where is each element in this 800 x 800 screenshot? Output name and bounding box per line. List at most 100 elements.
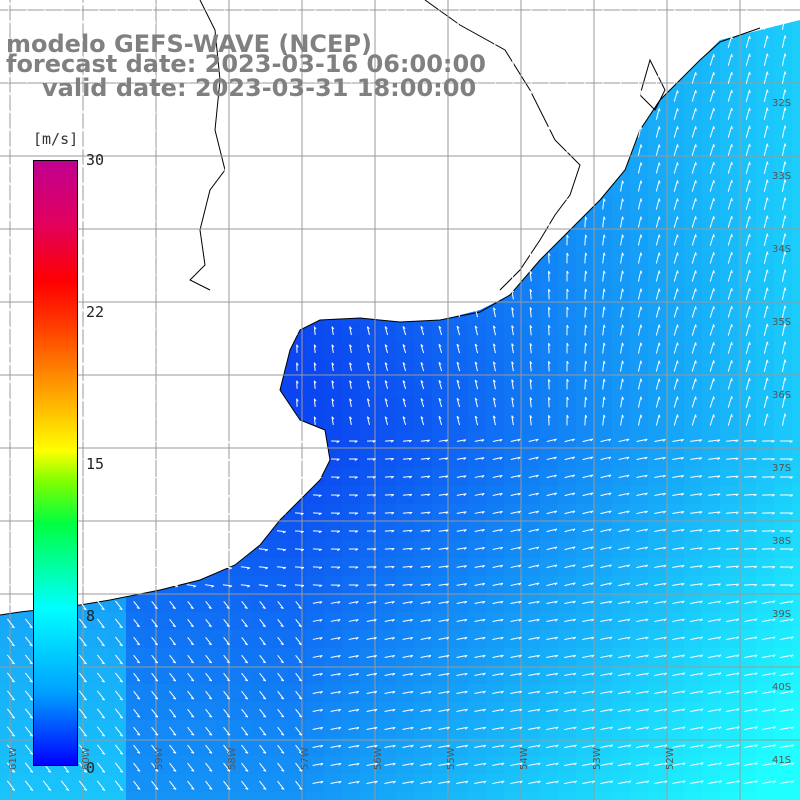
wind-arrow-head <box>100 20 102 24</box>
wind-arrow <box>584 90 587 102</box>
wind-arrow-head <box>154 380 156 384</box>
wind-arrow <box>584 144 587 156</box>
wind-cell <box>792 126 800 144</box>
wind-arrow-head <box>136 182 139 186</box>
wind-arrow <box>294 530 304 532</box>
wind-arrow <box>260 308 262 317</box>
wind-arrow-head <box>713 54 715 58</box>
wind-arrow-head <box>172 236 174 240</box>
wind-arrow-head <box>136 290 139 294</box>
wind-arrow-head <box>154 182 157 186</box>
wind-arrow-head <box>172 398 174 402</box>
wind-cell <box>792 198 800 216</box>
wind-arrow-head <box>136 110 139 114</box>
wind-arrow-head <box>677 90 679 94</box>
wind-arrow-head <box>172 362 174 366</box>
wind-arrow <box>78 476 88 479</box>
wind-arrow-head <box>172 344 174 348</box>
wind-arrow-head <box>190 146 192 150</box>
wind-arrow-head <box>676 360 679 364</box>
wind-cell <box>792 414 800 432</box>
wind-arrow <box>260 326 262 335</box>
wind-arrow-head <box>749 179 751 183</box>
wind-cell <box>792 666 800 684</box>
wind-arrow-head <box>731 360 733 364</box>
wind-arrow <box>260 416 262 425</box>
wind-arrow-head <box>658 324 661 328</box>
wind-arrow <box>260 398 262 407</box>
wind-arrow-head <box>172 146 175 150</box>
wind-cell <box>288 792 306 800</box>
wind-arrow-head <box>677 108 679 112</box>
wind-cell <box>792 540 800 558</box>
wind-arrow-head <box>154 146 157 150</box>
wind-arrow-head <box>713 162 715 166</box>
wind-arrow-head <box>658 252 661 256</box>
wind-cell <box>792 486 800 504</box>
wind-cell <box>792 702 800 720</box>
wind-arrow-head <box>731 17 733 22</box>
wind-cell <box>792 774 800 792</box>
wind-arrow-head <box>731 270 733 274</box>
wind-arrow-head <box>713 342 715 346</box>
wind-arrow-head <box>154 128 157 132</box>
wind-arrow-head <box>190 236 192 240</box>
wind-arrow-head <box>136 398 139 402</box>
wind-cell <box>18 792 36 800</box>
wind-arrow-head <box>118 128 121 132</box>
wind-arrow-head <box>190 128 192 132</box>
wind-arrow-head <box>190 362 192 366</box>
wind-cell <box>792 72 800 90</box>
wind-arrow-head <box>658 54 661 58</box>
wind-arrow-head <box>713 126 715 130</box>
wind-arrow-head <box>695 252 697 256</box>
wind-arrow-head <box>154 416 156 420</box>
wind-arrow-head <box>677 36 679 40</box>
wind-cell <box>72 792 90 800</box>
wind-cell <box>792 36 800 54</box>
wind-arrow <box>584 288 587 300</box>
wind-cell <box>666 792 684 800</box>
wind-arrow-head <box>118 110 121 114</box>
wind-cell <box>522 792 540 800</box>
wind-arrow-head <box>136 200 139 204</box>
wind-arrow-head <box>749 305 751 310</box>
wind-cell <box>792 252 800 270</box>
wind-cell <box>792 738 800 756</box>
wind-cell <box>720 792 738 800</box>
wind-arrow <box>260 200 262 209</box>
wind-arrow-head <box>118 200 121 204</box>
wind-arrow <box>584 72 587 84</box>
wind-cell <box>792 468 800 486</box>
wind-arrow-head <box>748 323 751 328</box>
wind-arrow <box>78 566 89 569</box>
wind-arrow-head <box>190 398 192 402</box>
wind-arrow-head <box>713 18 715 22</box>
wind-arrow-head <box>172 272 174 276</box>
wind-arrow-head <box>154 344 156 348</box>
wind-arrow-head <box>658 144 661 148</box>
wind-cell <box>486 792 504 800</box>
wind-arrow <box>584 198 587 210</box>
wind-arrow <box>584 306 587 318</box>
wind-arrow-head <box>748 413 751 418</box>
wind-arrow-head <box>713 288 715 292</box>
wind-arrow-head <box>154 398 156 402</box>
wind-arrow-head <box>749 89 751 93</box>
wind-arrow-head <box>749 53 751 57</box>
wind-arrow-head <box>695 126 697 130</box>
wind-arrow <box>295 476 304 478</box>
wind-cell <box>126 792 144 800</box>
wind-arrow-head <box>749 287 751 292</box>
wind-cell <box>792 54 800 72</box>
wind-cell <box>684 792 702 800</box>
wind-arrow-head <box>748 359 751 364</box>
wind-arrow-head <box>695 36 697 40</box>
wind-arrow-head <box>731 71 733 76</box>
wind-arrow-head <box>713 360 715 364</box>
wind-arrow-head <box>154 236 157 240</box>
wind-arrow <box>260 182 262 191</box>
wind-arrow <box>78 548 89 551</box>
wind-arrow-head <box>658 270 661 274</box>
